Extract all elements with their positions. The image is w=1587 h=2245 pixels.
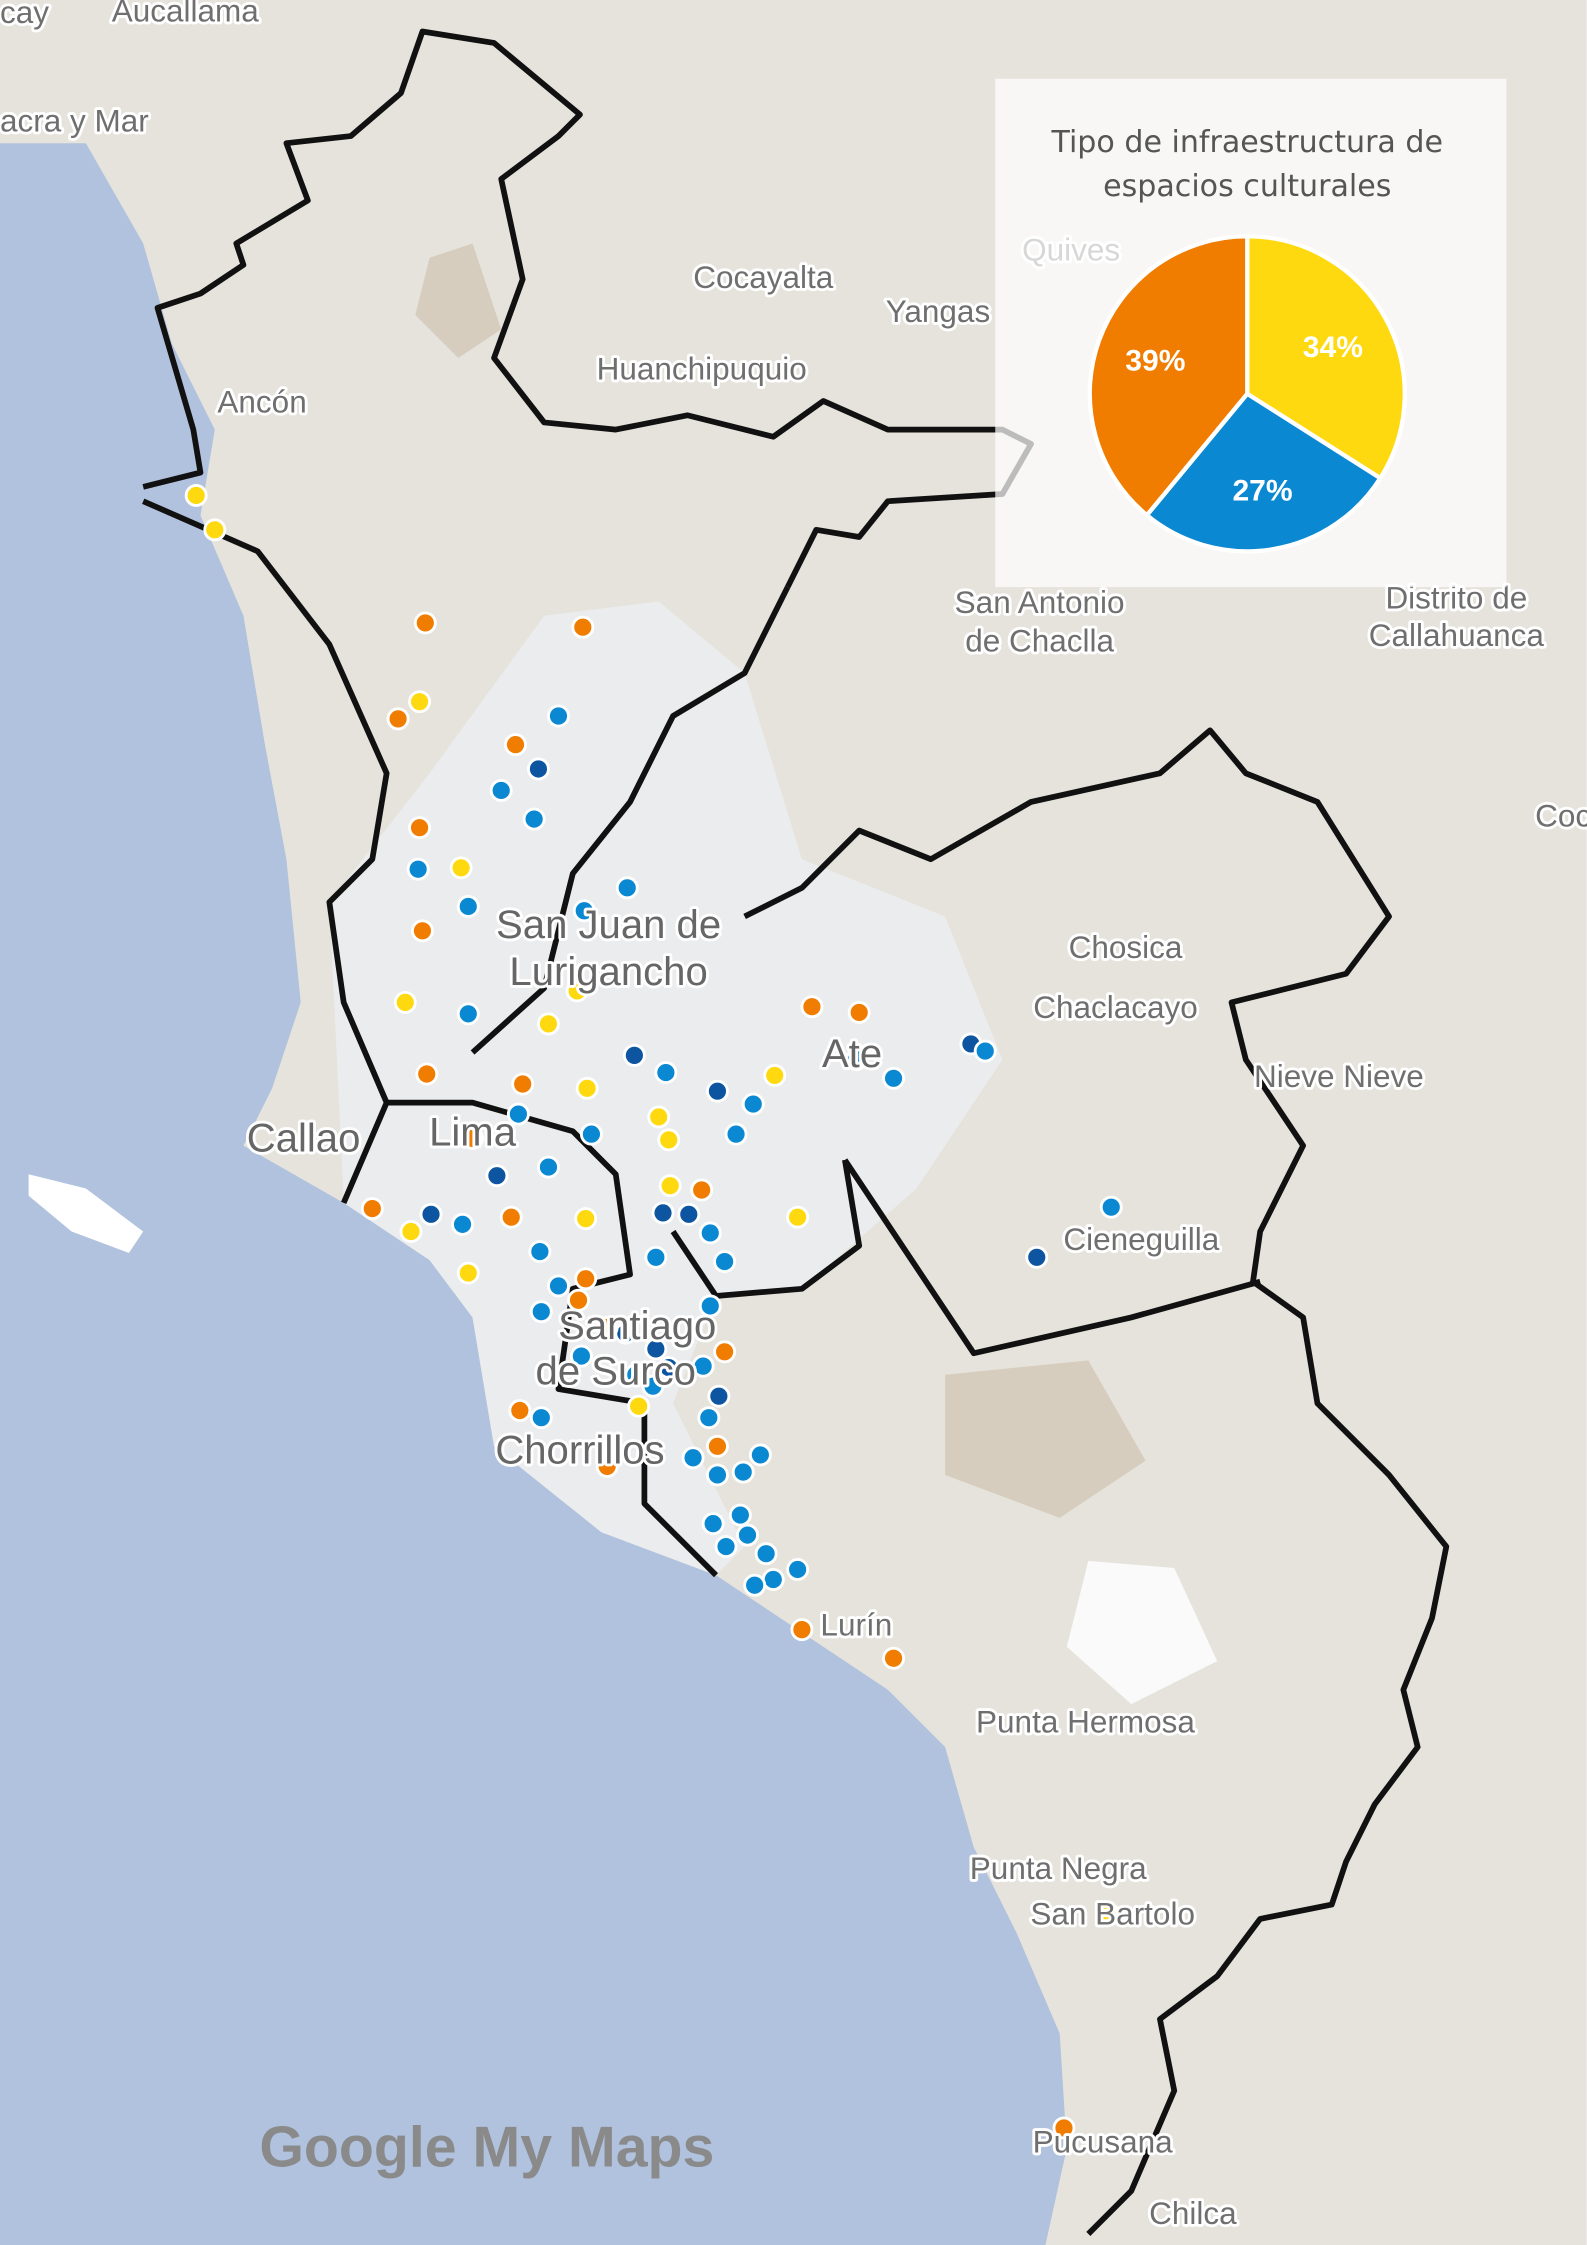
place-label: de Chaclla bbox=[965, 623, 1114, 659]
urban-area bbox=[329, 601, 1003, 1576]
place-label: acra y Mar bbox=[0, 103, 149, 139]
sea bbox=[0, 143, 1067, 2245]
points bbox=[184, 484, 1123, 2140]
place-label: Lima bbox=[429, 1111, 517, 1155]
place-label: Chilca bbox=[1149, 2195, 1237, 2231]
hill bbox=[415, 243, 502, 358]
place-label: Ate bbox=[822, 1032, 882, 1076]
place-label: Callao bbox=[247, 1116, 361, 1160]
place-label: San Bartolo bbox=[1030, 1896, 1195, 1932]
place-label: Punta Hermosa bbox=[976, 1704, 1195, 1740]
hill bbox=[945, 1360, 1146, 1518]
boundary bbox=[670, 1158, 1261, 1357]
value-label: 27% bbox=[1232, 474, 1292, 507]
place-label: Punta Negra bbox=[970, 1850, 1147, 1886]
island bbox=[28, 1174, 144, 1253]
boundary bbox=[142, 498, 390, 1205]
place-label: Cocayalta bbox=[693, 259, 834, 295]
place-label: Callahuanca bbox=[1369, 617, 1545, 653]
place-label: Coc bbox=[1535, 797, 1587, 833]
pie-chart: 34% 27% 39% bbox=[1087, 234, 1407, 554]
place-label: Chosica bbox=[1069, 929, 1183, 965]
place-label: Cieneguilla bbox=[1063, 1221, 1219, 1257]
chart-title: Tipo de infraestructura de espacios cult… bbox=[1051, 124, 1444, 204]
chart-title-box: Tipo de infraestructura de espacios cult… bbox=[1051, 124, 1444, 204]
place-label: Lurín bbox=[820, 1606, 892, 1642]
value-label: 39% bbox=[1125, 345, 1185, 378]
pie-slice bbox=[1087, 234, 1250, 519]
place-label: de Surco bbox=[536, 1350, 696, 1394]
pie-slice bbox=[1143, 390, 1384, 554]
place-label: Santiago bbox=[558, 1304, 716, 1348]
place-label: Lurigancho bbox=[509, 950, 707, 994]
boundary bbox=[743, 727, 1450, 2236]
boundary bbox=[470, 585, 791, 1055]
place-label: San Antonio bbox=[955, 584, 1125, 620]
place-label: Pucusana bbox=[1033, 2123, 1174, 2159]
place-label: cay bbox=[0, 0, 49, 30]
place-label: Aucallama bbox=[112, 0, 260, 28]
place-label: Ancón bbox=[217, 383, 306, 419]
logo: Google My Maps bbox=[259, 2116, 714, 2180]
place-label: Chorrillos bbox=[495, 1429, 664, 1473]
sand bbox=[1066, 1560, 1218, 1705]
place-label: Huanchipuquio bbox=[597, 350, 807, 386]
place-label: Yangas bbox=[886, 293, 990, 329]
place-label: Nieve Nieve bbox=[1254, 1058, 1424, 1094]
place-label: Chaclacayo bbox=[1033, 989, 1198, 1025]
place-label: San Juan de bbox=[496, 903, 721, 947]
value-label: 34% bbox=[1303, 331, 1363, 364]
